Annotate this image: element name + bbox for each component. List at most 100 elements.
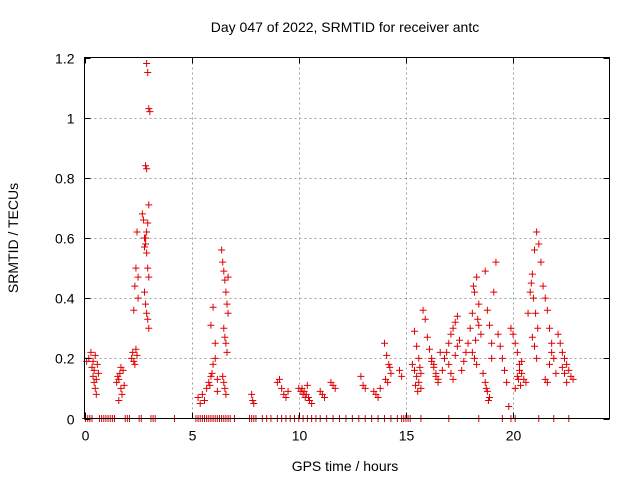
data-point bbox=[412, 381, 420, 389]
data-point bbox=[453, 312, 461, 320]
data-point bbox=[381, 339, 388, 347]
data-point bbox=[537, 258, 545, 266]
data-point bbox=[131, 282, 139, 290]
data-point bbox=[129, 348, 137, 356]
data-point bbox=[421, 315, 429, 323]
data-point bbox=[133, 351, 141, 359]
data-point bbox=[384, 378, 392, 386]
data-point bbox=[144, 315, 152, 323]
data-point bbox=[198, 390, 206, 398]
data-point bbox=[206, 381, 214, 389]
data-point bbox=[558, 348, 566, 356]
data-point bbox=[486, 321, 493, 329]
data-point bbox=[483, 306, 491, 314]
data-point bbox=[522, 378, 530, 386]
data-point bbox=[222, 339, 230, 347]
data-point bbox=[456, 336, 463, 344]
data-point bbox=[376, 384, 384, 392]
data-point bbox=[498, 354, 506, 362]
data-point bbox=[116, 369, 124, 377]
data-point bbox=[141, 288, 148, 296]
y-tick-label: 0.4 bbox=[55, 291, 75, 307]
data-point bbox=[304, 393, 312, 401]
data-point bbox=[414, 387, 422, 395]
data-point bbox=[222, 288, 230, 296]
data-point bbox=[417, 384, 425, 392]
data-point bbox=[561, 354, 568, 362]
data-point bbox=[220, 267, 228, 275]
data-point bbox=[93, 360, 101, 368]
data-point bbox=[224, 309, 232, 317]
y-tick-label: 0.6 bbox=[55, 231, 75, 247]
data-point bbox=[223, 348, 231, 356]
y-axis-ticks: 0 0.2 0.4 0.6 0.8 1 1.2 bbox=[55, 51, 610, 428]
data-point bbox=[115, 396, 123, 404]
data-point bbox=[449, 324, 457, 332]
data-point bbox=[118, 390, 126, 398]
data-point bbox=[516, 366, 523, 374]
data-point bbox=[529, 294, 537, 302]
data-point bbox=[468, 309, 476, 317]
data-point bbox=[208, 369, 216, 377]
data-point bbox=[416, 363, 424, 371]
data-point bbox=[134, 273, 142, 281]
data-point bbox=[469, 282, 477, 290]
data-point bbox=[441, 354, 448, 362]
y-tick-label: 0.2 bbox=[55, 351, 75, 367]
data-point bbox=[514, 375, 522, 383]
data-point bbox=[473, 360, 481, 368]
data-point bbox=[145, 105, 153, 113]
y-tick-label: 0 bbox=[67, 412, 75, 428]
data-point bbox=[213, 387, 221, 395]
data-point bbox=[527, 279, 535, 287]
data-point bbox=[546, 324, 553, 332]
data-point bbox=[220, 378, 228, 386]
data-point bbox=[398, 372, 406, 380]
data-point bbox=[143, 249, 151, 257]
data-point bbox=[543, 378, 551, 386]
data-point bbox=[132, 345, 140, 353]
data-point bbox=[464, 339, 472, 347]
data-point bbox=[145, 201, 153, 209]
data-point bbox=[556, 339, 564, 347]
data-point bbox=[434, 375, 442, 383]
data-point bbox=[143, 228, 151, 236]
data-point bbox=[565, 366, 573, 374]
data-point bbox=[561, 369, 568, 377]
data-point bbox=[472, 336, 480, 344]
data-point bbox=[492, 258, 500, 266]
data-point bbox=[411, 327, 418, 335]
data-point bbox=[131, 360, 139, 368]
x-axis-title: GPS time / hours bbox=[292, 458, 399, 474]
data-point bbox=[143, 309, 151, 317]
data-point bbox=[490, 288, 498, 296]
data-point bbox=[447, 330, 455, 338]
y-axis-title: SRMTID / TECUs bbox=[5, 183, 21, 293]
data-point bbox=[481, 267, 489, 275]
data-point bbox=[496, 342, 504, 350]
data-point bbox=[221, 276, 229, 284]
data-point bbox=[142, 240, 150, 248]
data-point bbox=[415, 354, 423, 362]
data-point bbox=[468, 348, 476, 356]
data-point bbox=[120, 381, 128, 389]
data-point bbox=[213, 375, 221, 383]
data-point bbox=[466, 324, 474, 332]
data-point bbox=[483, 387, 491, 395]
data-point bbox=[209, 303, 217, 311]
data-point bbox=[374, 393, 382, 401]
data-point bbox=[284, 387, 292, 395]
data-point bbox=[276, 375, 283, 383]
data-point bbox=[211, 339, 219, 347]
data-point bbox=[563, 360, 571, 368]
data-point bbox=[453, 342, 461, 350]
data-point bbox=[386, 363, 394, 371]
data-point bbox=[501, 366, 508, 374]
data-point bbox=[207, 321, 215, 329]
data-point bbox=[445, 339, 453, 347]
data-point bbox=[413, 372, 421, 380]
data-point bbox=[143, 60, 151, 68]
data-point bbox=[92, 375, 100, 383]
data-point bbox=[141, 243, 148, 251]
